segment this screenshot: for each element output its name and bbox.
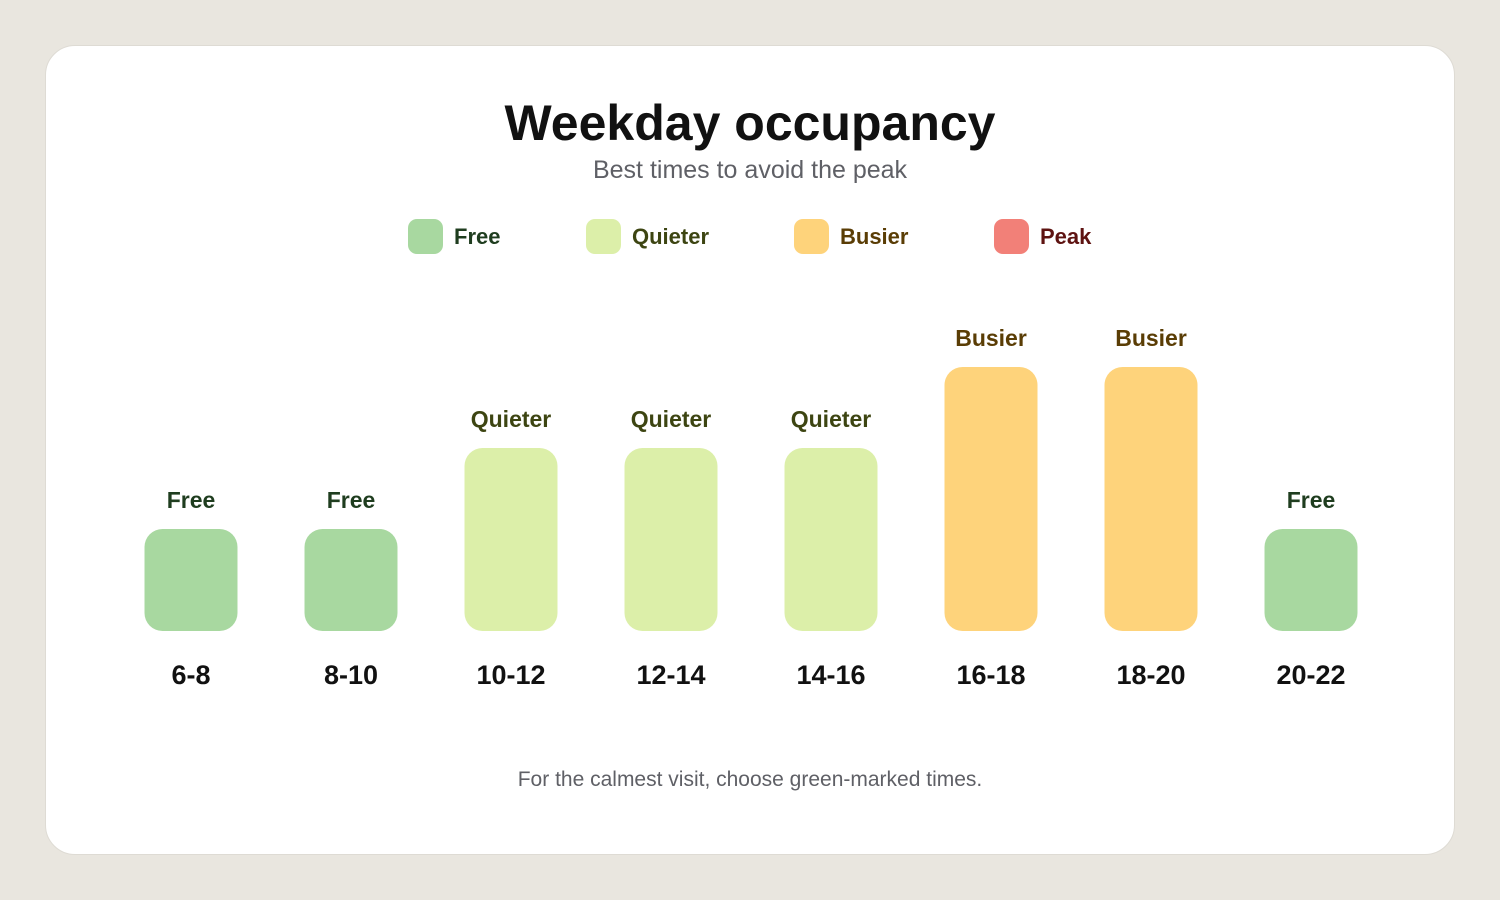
chart-card: Weekday occupancy Best times to avoid th… — [45, 45, 1455, 855]
bar — [624, 448, 718, 631]
x-tick-label: 12-14 — [636, 660, 705, 690]
legend-swatch — [794, 219, 829, 254]
bar-value-label: Free — [327, 487, 376, 513]
x-tick-label: 14-16 — [796, 660, 865, 690]
occupancy-chart: Free Quieter Busier Peak Free 6-8 Free 8-10 Quie… — [144, 219, 1358, 690]
legend-swatch — [408, 219, 443, 254]
chart-footnote: For the calmest visit, choose green-mark… — [517, 768, 983, 791]
bar — [144, 529, 238, 631]
bar — [784, 448, 878, 631]
x-tick-label: 8-10 — [324, 660, 378, 690]
bar-group-12-14: Quieter 12-14 — [624, 406, 718, 690]
legend-label: Busier — [840, 224, 909, 249]
bar-group-20-22: Free 20-22 — [1264, 487, 1358, 690]
x-tick-label: 18-20 — [1116, 660, 1185, 690]
bar — [464, 448, 558, 631]
x-tick-label: 16-18 — [956, 660, 1025, 690]
bar — [944, 367, 1038, 631]
legend-item-free: Free — [408, 219, 500, 254]
bar — [1264, 529, 1358, 631]
x-tick-label: 6-8 — [171, 660, 210, 690]
x-tick-label: 20-22 — [1276, 660, 1345, 690]
bar — [1104, 367, 1198, 631]
bar-value-label: Free — [1287, 487, 1336, 513]
bar-group-8-10: Free 8-10 — [304, 487, 398, 690]
legend-item-busier: Busier — [794, 219, 909, 254]
bar-value-label: Busier — [955, 325, 1027, 351]
chart-subtitle: Best times to avoid the peak — [592, 156, 908, 184]
bar-value-label: Quieter — [631, 406, 712, 432]
legend-label: Peak — [1040, 224, 1092, 249]
bar-value-label: Quieter — [791, 406, 872, 432]
x-tick-label: 10-12 — [476, 660, 545, 690]
legend-item-quieter: Quieter — [586, 219, 709, 254]
bar-group-14-16: Quieter 14-16 — [784, 406, 878, 690]
legend-item-peak: Peak — [994, 219, 1092, 254]
legend-swatch — [586, 219, 621, 254]
bar-value-label: Quieter — [471, 406, 552, 432]
bar-group-10-12: Quieter 10-12 — [464, 406, 558, 690]
bar-value-label: Free — [167, 487, 216, 513]
bar-group-16-18: Busier 16-18 — [944, 325, 1038, 690]
bar-value-label: Busier — [1115, 325, 1187, 351]
legend-label: Free — [454, 224, 500, 249]
legend-swatch — [994, 219, 1029, 254]
bar — [304, 529, 398, 631]
legend-label: Quieter — [632, 224, 709, 249]
bar-group-18-20: Busier 18-20 — [1104, 325, 1198, 690]
chart-title: Weekday occupancy — [504, 95, 996, 151]
bar-group-6-8: Free 6-8 — [144, 487, 238, 690]
